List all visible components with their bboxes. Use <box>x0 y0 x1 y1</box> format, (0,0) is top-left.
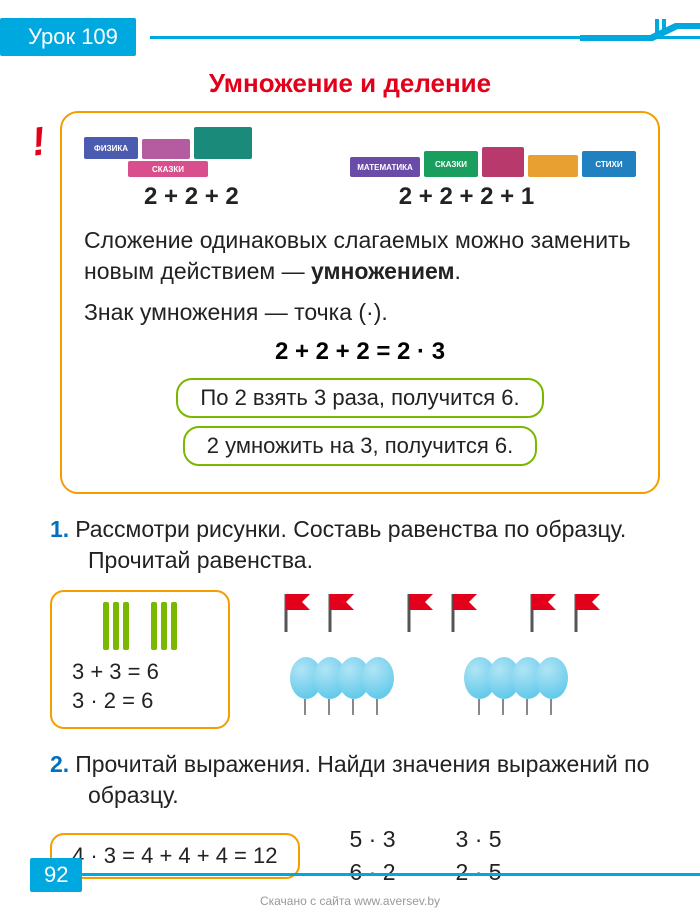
flag-icon <box>403 590 437 634</box>
flag-pair <box>526 590 604 639</box>
flag-icon <box>526 590 560 634</box>
expression-columns: 5 · 36 · 2 3 · 52 · 5 <box>350 826 502 886</box>
example-box: 4 · 3 = 4 + 4 + 4 = 12 <box>50 833 300 879</box>
flags-row <box>280 590 660 639</box>
task-2-number: 2. <box>50 751 69 777</box>
balloon-group <box>290 657 394 699</box>
info-text-1: Сложение одинаковых слагаемых можно заме… <box>84 225 636 287</box>
flag-icon <box>447 590 481 634</box>
flag-icon <box>280 590 314 634</box>
footer-text: Скачано с сайта www.aversev.by <box>0 894 700 908</box>
balloons-row <box>290 657 660 699</box>
task-2: 2.Прочитай выражения. Найди значения выр… <box>50 749 660 885</box>
sticks-expr-1: 3 + 3 = 6 <box>72 658 208 687</box>
info-box: ФИЗИКАСКАЗКИ МАТЕМАТИКАСКАЗКИСТИХИ 2 + 2… <box>60 111 660 494</box>
lesson-tab: Урок 109 <box>0 18 136 56</box>
task-1-text: 1.Рассмотри рисунки. Составь равенства п… <box>50 514 660 576</box>
task-1-number: 1. <box>50 516 69 542</box>
page-title: Умножение и деление <box>0 68 700 99</box>
sticks-row <box>72 602 208 650</box>
flag-pair <box>403 590 481 639</box>
expression-row: 2 + 2 + 2 2 + 2 + 2 + 1 <box>84 183 636 211</box>
header: Урок 109 <box>0 0 700 60</box>
expr-item: 5 · 3 <box>350 826 396 853</box>
exclamation-icon: ! <box>29 119 48 165</box>
books-illustration: ФИЗИКАСКАЗКИ МАТЕМАТИКАСКАЗКИСТИХИ <box>84 127 636 177</box>
pill-1: По 2 взять 3 раза, получится 6. <box>176 378 543 418</box>
pill-2: 2 умножить на 3, получится 6. <box>183 426 537 466</box>
task-1: 1.Рассмотри рисунки. Составь равенства п… <box>50 514 660 729</box>
flag-icon <box>324 590 358 634</box>
flags-balloons <box>270 590 660 699</box>
balloon-group <box>464 657 568 699</box>
expr-left: 2 + 2 + 2 <box>144 183 239 211</box>
page-number: 92 <box>30 858 82 892</box>
footer-line <box>75 873 700 876</box>
task-2-text: 2.Прочитай выражения. Найди значения выр… <box>50 749 660 811</box>
flag-pair <box>280 590 358 639</box>
header-accent-icon <box>580 15 700 45</box>
center-expression: 2 + 2 + 2 = 2 · 3 <box>84 338 636 366</box>
expr-item: 3 · 5 <box>456 826 502 853</box>
sticks-expr-2: 3 · 2 = 6 <box>72 687 208 716</box>
info-text-2: Знак умножения — точка (·). <box>84 297 636 328</box>
flag-icon <box>570 590 604 634</box>
expr-right: 2 + 2 + 2 + 1 <box>399 183 534 211</box>
sticks-box: 3 + 3 = 6 3 · 2 = 6 <box>50 590 230 729</box>
